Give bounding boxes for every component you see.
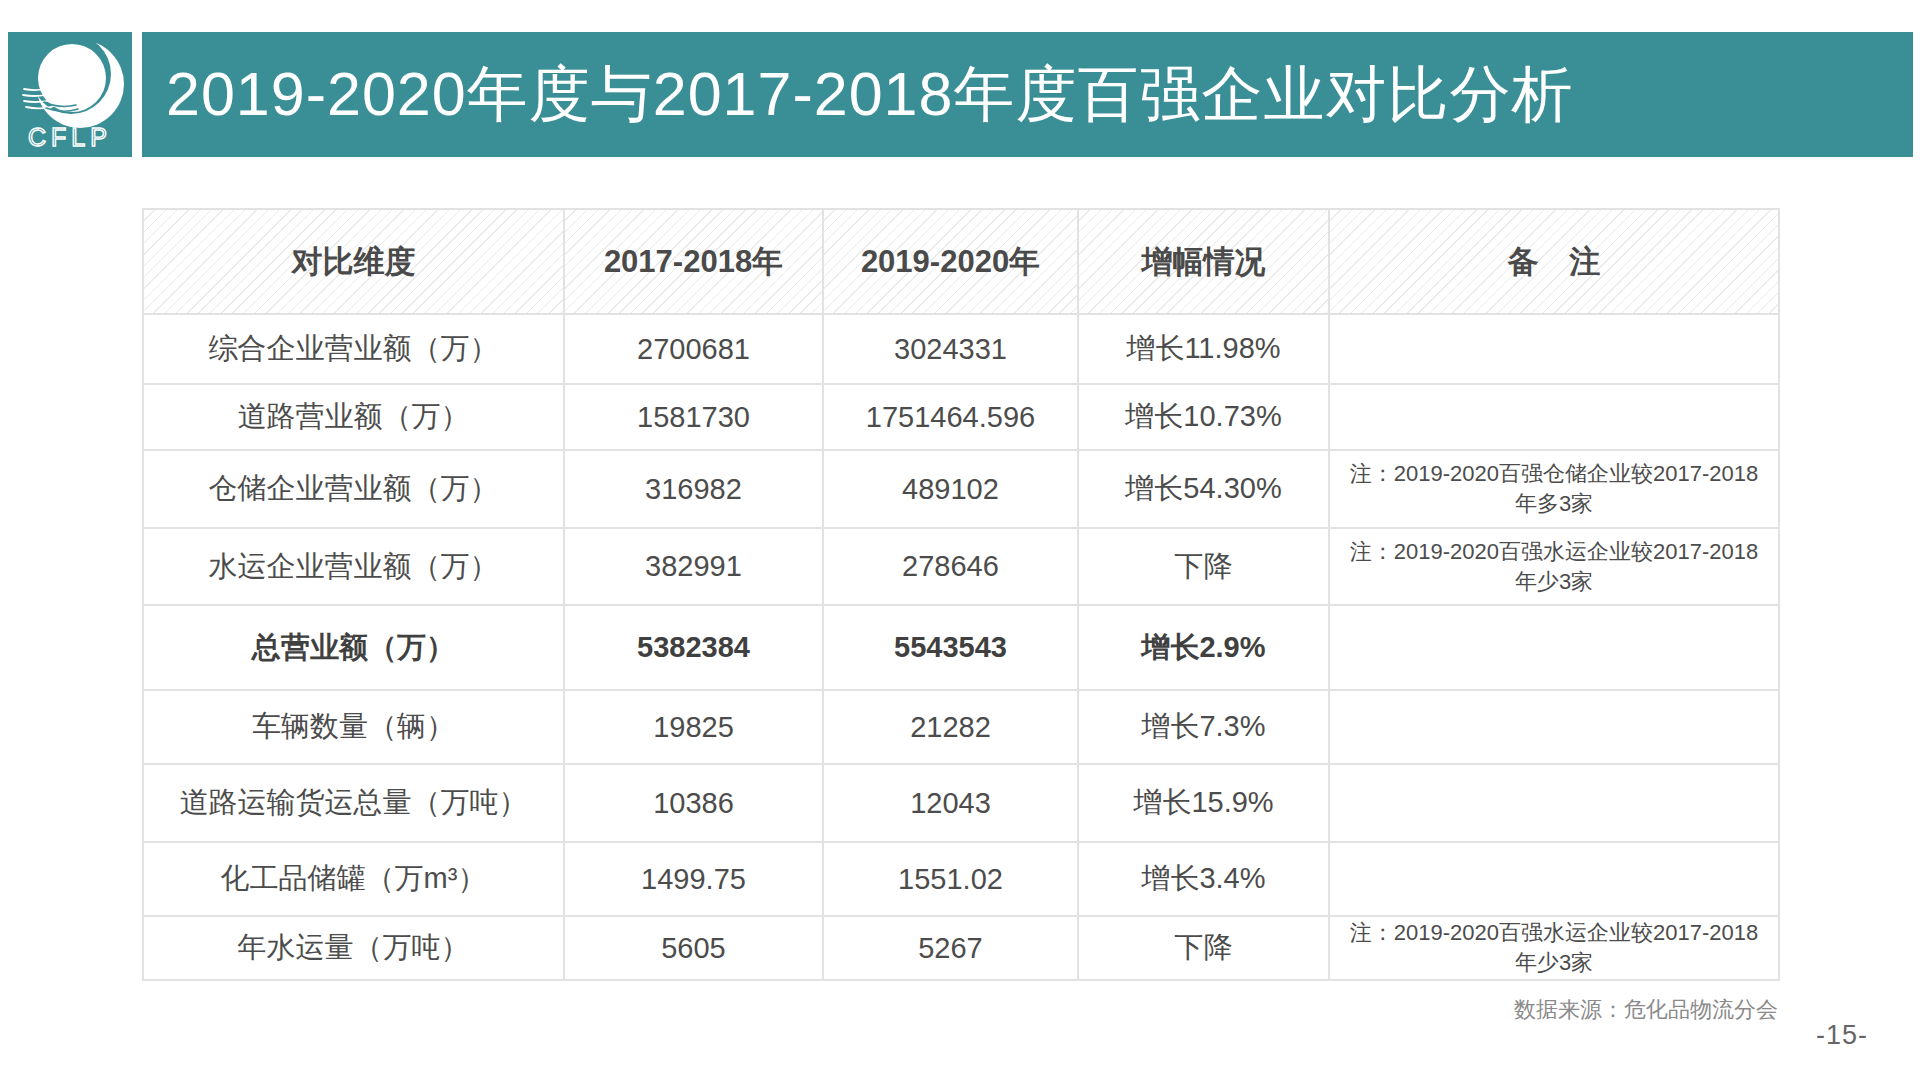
table-row: 道路运输货运总量（万吨）1038612043增长15.9% <box>143 764 1779 842</box>
table-row: 化工品储罐（万m³）1499.751551.02增长3.4% <box>143 842 1779 916</box>
change-cell: 增长10.73% <box>1078 384 1329 450</box>
row-label-cell: 年水运量（万吨） <box>143 916 564 980</box>
table-row: 车辆数量（辆）1982521282增长7.3% <box>143 690 1779 764</box>
col-header-change: 增幅情况 <box>1078 209 1329 314</box>
value-2017-cell: 382991 <box>564 528 823 605</box>
data-source-note: 数据来源：危化品物流分会 <box>1514 995 1778 1025</box>
table-row: 综合企业营业额（万）27006813024331增长11.98% <box>143 314 1779 384</box>
value-2019-cell: 3024331 <box>823 314 1078 384</box>
row-label-cell: 车辆数量（辆） <box>143 690 564 764</box>
change-cell: 增长7.3% <box>1078 690 1329 764</box>
value-2019-cell: 1551.02 <box>823 842 1078 916</box>
note-cell <box>1329 384 1779 450</box>
change-cell: 增长2.9% <box>1078 605 1329 690</box>
table-row: 年水运量（万吨）56055267下降注：2019-2020百强水运企业较2017… <box>143 916 1779 980</box>
value-2017-cell: 5382384 <box>564 605 823 690</box>
value-2017-cell: 1499.75 <box>564 842 823 916</box>
value-2017-cell: 316982 <box>564 450 823 528</box>
page-title: 2019-2020年度与2017-2018年度百强企业对比分析 <box>166 54 1573 136</box>
cflp-logo: CFLP <box>8 32 132 157</box>
table-row: 道路营业额（万）15817301751464.596增长10.73% <box>143 384 1779 450</box>
logo-text: CFLP <box>28 123 112 151</box>
table-row: 总营业额（万）53823845543543增长2.9% <box>143 605 1779 690</box>
value-2017-cell: 2700681 <box>564 314 823 384</box>
value-2019-cell: 1751464.596 <box>823 384 1078 450</box>
change-cell: 下降 <box>1078 528 1329 605</box>
col-header-2017-2018: 2017-2018年 <box>564 209 823 314</box>
value-2019-cell: 5267 <box>823 916 1078 980</box>
row-label-cell: 仓储企业营业额（万） <box>143 450 564 528</box>
globe-logo-icon: CFLP <box>8 32 132 157</box>
col-header-remark: 备 注 <box>1329 209 1779 314</box>
row-label-cell: 综合企业营业额（万） <box>143 314 564 384</box>
value-2019-cell: 21282 <box>823 690 1078 764</box>
page-number: -15- <box>1816 1020 1868 1051</box>
change-cell: 增长15.9% <box>1078 764 1329 842</box>
note-cell <box>1329 314 1779 384</box>
change-cell: 下降 <box>1078 916 1329 980</box>
note-cell: 注：2019-2020百强仓储企业较2017-2018年多3家 <box>1329 450 1779 528</box>
row-label-cell: 道路营业额（万） <box>143 384 564 450</box>
value-2019-cell: 489102 <box>823 450 1078 528</box>
title-banner: 2019-2020年度与2017-2018年度百强企业对比分析 <box>142 32 1913 157</box>
change-cell: 增长3.4% <box>1078 842 1329 916</box>
note-cell <box>1329 690 1779 764</box>
row-label-cell: 道路运输货运总量（万吨） <box>143 764 564 842</box>
value-2019-cell: 5543543 <box>823 605 1078 690</box>
value-2019-cell: 278646 <box>823 528 1078 605</box>
table-row: 水运企业营业额（万）382991278646下降注：2019-2020百强水运企… <box>143 528 1779 605</box>
comparison-table-container: 对比维度 2017-2018年 2019-2020年 增幅情况 备 注 综合企业… <box>142 208 1778 981</box>
row-label-cell: 化工品储罐（万m³） <box>143 842 564 916</box>
table-header-row: 对比维度 2017-2018年 2019-2020年 增幅情况 备 注 <box>143 209 1779 314</box>
change-cell: 增长54.30% <box>1078 450 1329 528</box>
note-cell: 注：2019-2020百强水运企业较2017-2018年少3家 <box>1329 916 1779 980</box>
change-cell: 增长11.98% <box>1078 314 1329 384</box>
col-header-2019-2020: 2019-2020年 <box>823 209 1078 314</box>
note-cell <box>1329 605 1779 690</box>
value-2019-cell: 12043 <box>823 764 1078 842</box>
table-row: 仓储企业营业额（万）316982489102增长54.30%注：2019-202… <box>143 450 1779 528</box>
note-cell <box>1329 842 1779 916</box>
presentation-slide: CFLP 2019-2020年度与2017-2018年度百强企业对比分析 对比维… <box>0 0 1920 1080</box>
comparison-table: 对比维度 2017-2018年 2019-2020年 增幅情况 备 注 综合企业… <box>142 208 1780 981</box>
col-header-dimension: 对比维度 <box>143 209 564 314</box>
row-label-cell: 总营业额（万） <box>143 605 564 690</box>
value-2017-cell: 5605 <box>564 916 823 980</box>
note-cell <box>1329 764 1779 842</box>
value-2017-cell: 19825 <box>564 690 823 764</box>
note-cell: 注：2019-2020百强水运企业较2017-2018年少3家 <box>1329 528 1779 605</box>
row-label-cell: 水运企业营业额（万） <box>143 528 564 605</box>
value-2017-cell: 10386 <box>564 764 823 842</box>
value-2017-cell: 1581730 <box>564 384 823 450</box>
